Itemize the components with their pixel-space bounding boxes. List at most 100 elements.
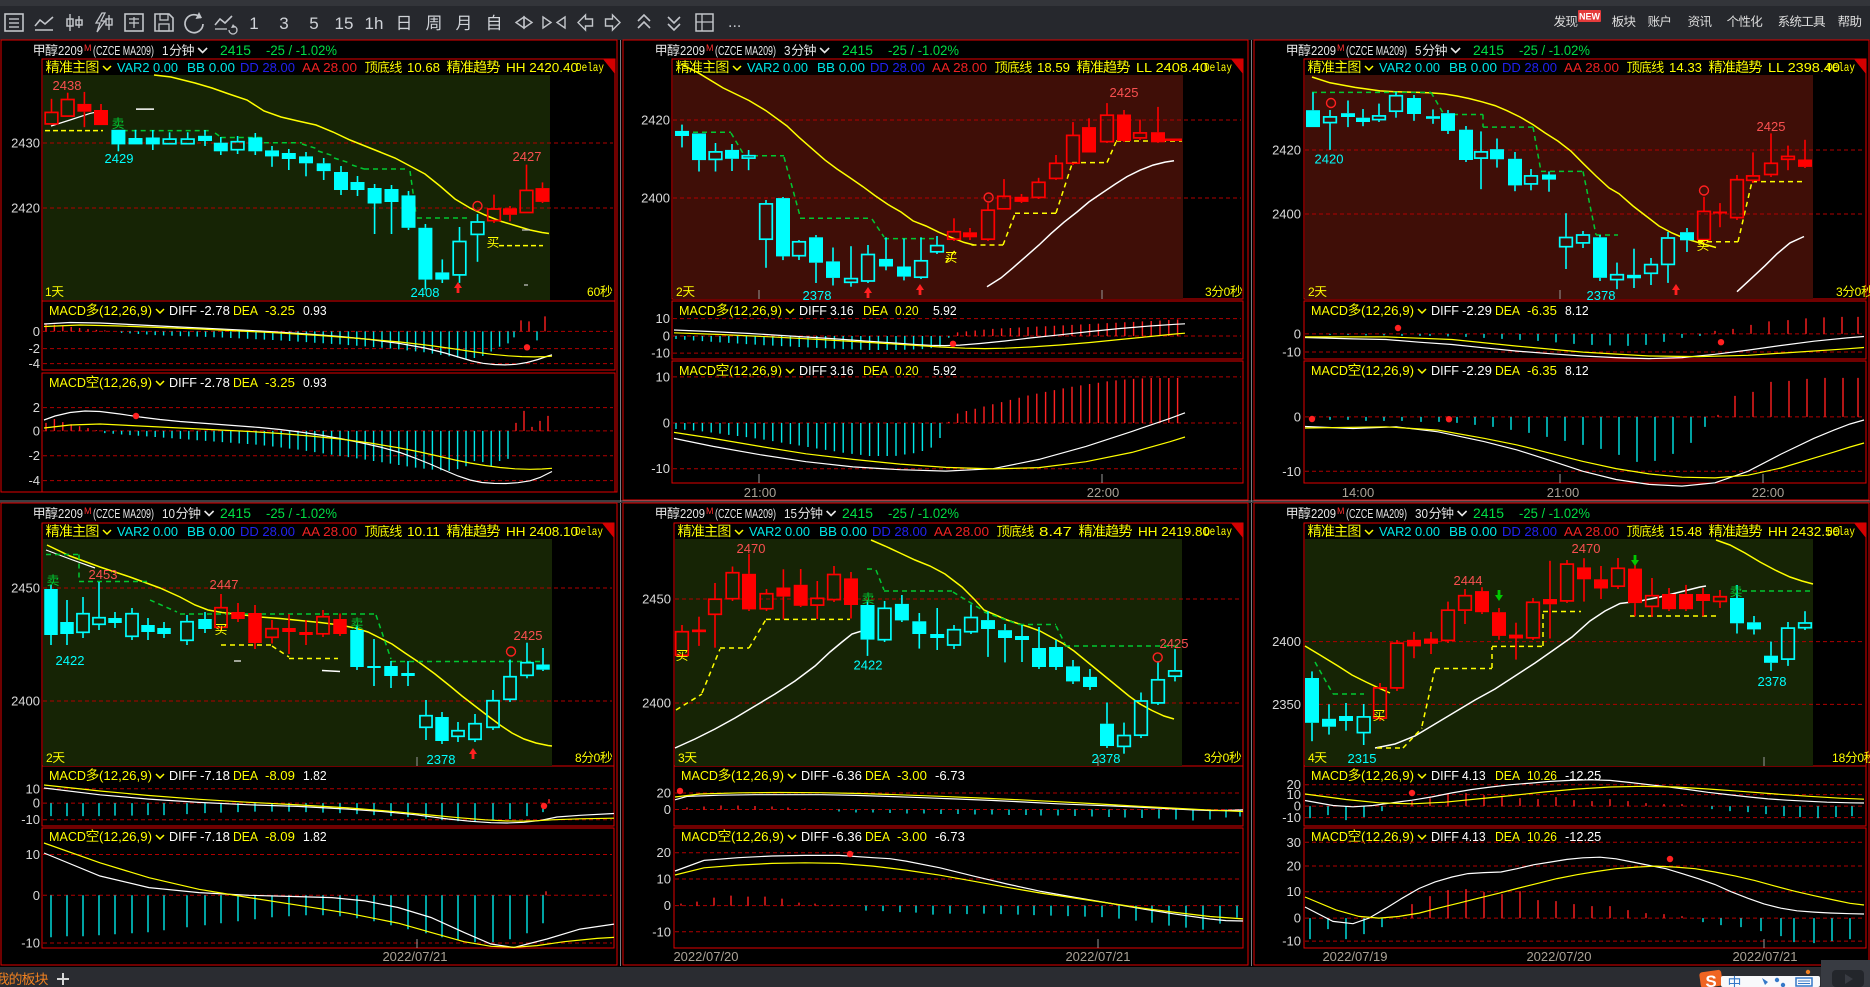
svg-text:2: 2 [46, 751, 53, 765]
svg-text:2415: 2415 [220, 506, 251, 521]
svg-text:2427: 2427 [513, 149, 542, 164]
svg-text:14:00: 14:00 [1342, 485, 1375, 500]
svg-text:BB 0.00: BB 0.00 [187, 60, 235, 75]
svg-text:VAR2 0.00: VAR2 0.00 [117, 524, 178, 539]
svg-text:-10: -10 [1282, 345, 1301, 360]
svg-text:-2.29: -2.29 [1462, 303, 1492, 318]
svg-text:0: 0 [1857, 751, 1864, 765]
svg-text:BB 0.00: BB 0.00 [1449, 524, 1497, 539]
svg-text:DD 28.00: DD 28.00 [870, 60, 925, 75]
svg-text:0: 0 [1294, 326, 1301, 341]
svg-text:-2: -2 [28, 448, 40, 463]
svg-text:2425: 2425 [514, 628, 543, 643]
svg-text:DIFF: DIFF [799, 363, 827, 378]
svg-text:BB 0.00: BB 0.00 [1449, 60, 1497, 75]
svg-text:DEA: DEA [863, 303, 888, 318]
svg-text:(12,26,9): (12,26,9) [731, 768, 784, 783]
svg-text:2378: 2378 [803, 288, 832, 303]
svg-text:2438: 2438 [53, 78, 82, 93]
svg-text:M: M [1337, 43, 1345, 53]
svg-text:14.33: 14.33 [1669, 60, 1702, 75]
svg-text:-10: -10 [1282, 464, 1301, 479]
svg-text:MACD: MACD [681, 829, 718, 844]
svg-text:M: M [706, 43, 714, 53]
svg-text:2415: 2415 [1473, 506, 1504, 521]
svg-text:2209: 2209 [680, 506, 705, 521]
svg-text:2378: 2378 [1587, 288, 1616, 303]
svg-text:MACD: MACD [679, 303, 716, 318]
svg-text:MACD: MACD [49, 829, 86, 844]
svg-text:5: 5 [1415, 43, 1422, 58]
svg-text:3: 3 [1204, 751, 1211, 765]
svg-text:2315: 2315 [1348, 751, 1377, 766]
svg-text:-2: -2 [28, 341, 40, 356]
svg-text:-25 / -1.02%: -25 / -1.02% [888, 43, 959, 58]
svg-text:2: 2 [33, 400, 40, 415]
svg-text:3.16: 3.16 [830, 303, 854, 318]
svg-text:DD 28.00: DD 28.00 [872, 524, 927, 539]
svg-text:2350: 2350 [1272, 697, 1301, 712]
svg-text:DIFF: DIFF [1431, 829, 1459, 844]
svg-text:(12,26,9): (12,26,9) [99, 829, 152, 844]
svg-text:DIFF: DIFF [799, 303, 827, 318]
svg-text:0.20: 0.20 [895, 303, 919, 318]
svg-text:1: 1 [162, 43, 169, 58]
svg-text:2425: 2425 [1110, 85, 1139, 100]
svg-text:DIFF: DIFF [1431, 363, 1459, 378]
svg-text:22:00: 22:00 [1087, 485, 1120, 500]
svg-text:2209: 2209 [680, 43, 705, 58]
svg-text:2: 2 [1308, 285, 1315, 299]
svg-text:2378: 2378 [1758, 674, 1787, 689]
svg-text:2400: 2400 [641, 191, 670, 206]
svg-text:Delay: Delay [1204, 61, 1232, 75]
svg-text:DD 28.00: DD 28.00 [1502, 60, 1557, 75]
svg-text:DIFF: DIFF [1431, 303, 1459, 318]
svg-text:20: 20 [1287, 859, 1301, 874]
svg-text:2447: 2447 [210, 577, 239, 592]
svg-text:2422: 2422 [56, 653, 85, 668]
svg-text:8: 8 [575, 751, 582, 765]
svg-text:DD 28.00: DD 28.00 [240, 60, 295, 75]
svg-text:DEA: DEA [865, 768, 890, 783]
svg-text:DEA: DEA [865, 829, 890, 844]
svg-text:-25 / -1.02%: -25 / -1.02% [888, 506, 959, 521]
svg-text:-6.73: -6.73 [935, 768, 965, 783]
svg-text:AA 28.00: AA 28.00 [302, 60, 357, 75]
svg-text:AA 28.00: AA 28.00 [302, 524, 357, 539]
svg-text:0: 0 [1294, 799, 1301, 814]
svg-text:2400: 2400 [642, 696, 671, 711]
svg-text:2425: 2425 [1160, 636, 1189, 651]
svg-text:DEA: DEA [1495, 363, 1520, 378]
svg-text:8.12: 8.12 [1565, 303, 1589, 318]
svg-text:2470: 2470 [1572, 541, 1601, 556]
svg-text:2420: 2420 [641, 113, 670, 128]
svg-text:4.13: 4.13 [1462, 768, 1486, 783]
svg-text:AA 28.00: AA 28.00 [932, 60, 987, 75]
svg-text:-2.78: -2.78 [200, 303, 230, 318]
svg-text:M: M [706, 506, 714, 516]
svg-text:BB 0.00: BB 0.00 [819, 524, 867, 539]
svg-text:0: 0 [33, 324, 40, 339]
svg-text:-6.36: -6.36 [832, 768, 862, 783]
svg-text:5.92: 5.92 [933, 303, 957, 318]
svg-text:-12.25: -12.25 [1565, 768, 1601, 783]
svg-text:BB 0.00: BB 0.00 [187, 524, 235, 539]
svg-text:2400: 2400 [11, 694, 40, 709]
svg-text:-25 / -1.02%: -25 / -1.02% [1519, 506, 1590, 521]
svg-text:2378: 2378 [427, 752, 456, 767]
svg-text:LL 2408.40: LL 2408.40 [1136, 60, 1208, 75]
svg-text:2415: 2415 [1473, 43, 1504, 58]
svg-text:0: 0 [33, 888, 40, 903]
svg-text:VAR2 0.00: VAR2 0.00 [747, 60, 808, 75]
svg-text:DIFF: DIFF [801, 768, 829, 783]
svg-text:DIFF: DIFF [169, 303, 197, 318]
svg-text:Delay: Delay [1827, 61, 1855, 75]
svg-text:-6.35: -6.35 [1527, 303, 1557, 318]
svg-text:DIFF: DIFF [801, 829, 829, 844]
svg-text:15: 15 [784, 506, 797, 521]
svg-text:10.26: 10.26 [1527, 829, 1557, 844]
svg-text:DIFF: DIFF [169, 375, 197, 390]
svg-text:2420: 2420 [1272, 143, 1301, 158]
svg-text:2022/07/20: 2022/07/20 [1526, 949, 1591, 964]
svg-text:M: M [84, 506, 92, 516]
